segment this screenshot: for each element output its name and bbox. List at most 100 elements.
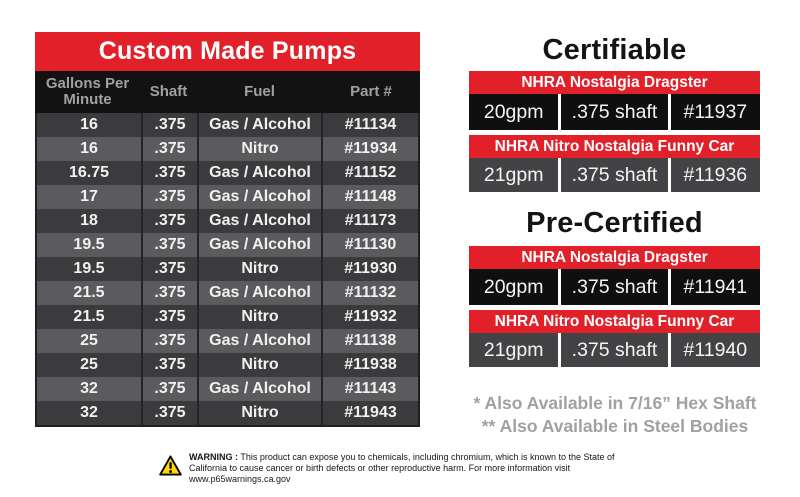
fuel-cell: Gas / Alcohol xyxy=(197,329,321,353)
card-spec-row: 21gpm .375 shaft #11940 xyxy=(469,333,760,367)
table-row: 19.5 .375 Gas / Alcohol #11130 xyxy=(37,233,418,257)
shaft-cell: .375 xyxy=(141,329,197,353)
fuel-cell: Nitro xyxy=(197,257,321,281)
fuel-cell: Nitro xyxy=(197,401,321,425)
pump-table-header-row: Gallons Per Minute Shaft Fuel Part # xyxy=(35,71,420,113)
column-header-shaft: Shaft xyxy=(149,82,188,100)
shaft-cell: .375 xyxy=(141,113,197,137)
shaft-cell: .375 xyxy=(141,161,197,185)
warning-text: WARNING : This product can expose you to… xyxy=(189,452,641,485)
part-cell: #11173 xyxy=(321,209,418,233)
shaft-cell: .375 xyxy=(141,281,197,305)
shaft-cell: .375 xyxy=(141,257,197,281)
gpm-cell: 19.5 xyxy=(73,236,105,253)
gpm-value: 20gpm xyxy=(469,269,559,305)
gpm-value: 21gpm xyxy=(469,333,559,367)
card-banner: NHRA Nitro Nostalgia Funny Car xyxy=(469,310,760,333)
part-cell: #11148 xyxy=(321,185,418,209)
gpm-cell: 18 xyxy=(80,212,98,229)
part-cell: #11134 xyxy=(321,113,418,137)
part-cell: #11132 xyxy=(321,281,418,305)
gpm-cell: 21.5 xyxy=(73,308,105,325)
gpm-cell: 21.5 xyxy=(73,284,105,301)
part-cell: #11152 xyxy=(321,161,418,185)
part-cell: #11934 xyxy=(321,137,418,161)
shaft-cell: .375 xyxy=(141,209,197,233)
warning-label: WARNING : xyxy=(189,452,238,462)
pre-certified-cards: NHRA Nostalgia Dragster 20gpm .375 shaft… xyxy=(469,246,760,367)
precert-card-nitro-funny-car: NHRA Nitro Nostalgia Funny Car 21gpm .37… xyxy=(469,310,760,367)
table-row: 16.75 .375 Gas / Alcohol #11152 xyxy=(37,161,418,185)
table-row: 17 .375 Gas / Alcohol #11148 xyxy=(37,185,418,209)
fuel-cell: Gas / Alcohol xyxy=(197,233,321,257)
availability-footnotes: * Also Available in 7/16” Hex Shaft ** A… xyxy=(440,392,790,438)
part-cell: #11143 xyxy=(321,377,418,401)
table-row: 21.5 .375 Nitro #11932 xyxy=(37,305,418,329)
card-banner: NHRA Nostalgia Dragster xyxy=(469,71,760,94)
shaft-cell: .375 xyxy=(141,137,197,161)
cert-card-nostalgia-dragster: NHRA Nostalgia Dragster 20gpm .375 shaft… xyxy=(469,71,760,130)
column-header-gallons-per-minute: Gallons Per Minute xyxy=(45,74,130,108)
gpm-cell: 16.75 xyxy=(68,164,110,181)
custom-made-pumps-table: Custom Made Pumps Gallons Per Minute Sha… xyxy=(35,32,420,427)
part-cell: #11930 xyxy=(321,257,418,281)
column-header-fuel: Fuel xyxy=(244,82,275,100)
card-spec-row: 20gpm .375 shaft #11937 xyxy=(469,94,760,130)
card-banner: NHRA Nitro Nostalgia Funny Car xyxy=(469,135,760,158)
part-number: #11940 xyxy=(670,333,760,367)
part-cell: #11943 xyxy=(321,401,418,425)
gpm-cell: 16 xyxy=(80,116,98,133)
certifiable-title: Certifiable xyxy=(542,34,687,66)
fuel-cell: Nitro xyxy=(197,137,321,161)
shaft-cell: .375 xyxy=(141,233,197,257)
gpm-cell: 16 xyxy=(80,140,98,157)
gpm-cell: 32 xyxy=(80,380,98,397)
gpm-cell: 32 xyxy=(80,404,98,421)
gpm-value: 21gpm xyxy=(469,158,559,192)
card-spec-row: 21gpm .375 shaft #11936 xyxy=(469,158,760,192)
column-header-part-number: Part # xyxy=(350,82,392,100)
prop65-warning: WARNING : This product can expose you to… xyxy=(0,452,800,485)
precert-card-nostalgia-dragster: NHRA Nostalgia Dragster 20gpm .375 shaft… xyxy=(469,246,760,305)
part-cell: #11130 xyxy=(321,233,418,257)
part-cell: #11138 xyxy=(321,329,418,353)
shaft-cell: .375 xyxy=(141,353,197,377)
gpm-cell: 25 xyxy=(80,332,98,349)
fuel-cell: Gas / Alcohol xyxy=(197,113,321,137)
footnote-hex-shaft: * Also Available in 7/16” Hex Shaft xyxy=(473,393,757,413)
shaft-value: .375 shaft xyxy=(561,94,668,130)
part-number: #11941 xyxy=(670,269,760,305)
fuel-cell: Nitro xyxy=(197,305,321,329)
gpm-cell: 17 xyxy=(80,188,98,205)
warning-body: This product can expose you to chemicals… xyxy=(189,452,615,484)
fuel-cell: Gas / Alcohol xyxy=(197,161,321,185)
part-number: #11936 xyxy=(670,158,760,192)
shaft-cell: .375 xyxy=(141,185,197,209)
table-row: 21.5 .375 Gas / Alcohol #11132 xyxy=(37,281,418,305)
shaft-value: .375 shaft xyxy=(561,269,668,305)
card-spec-row: 20gpm .375 shaft #11941 xyxy=(469,269,760,305)
card-banner: NHRA Nostalgia Dragster xyxy=(469,246,760,269)
shaft-value: .375 shaft xyxy=(561,158,668,192)
fuel-cell: Gas / Alcohol xyxy=(197,209,321,233)
part-cell: #11938 xyxy=(321,353,418,377)
table-row: 32 .375 Nitro #11943 xyxy=(37,401,418,425)
part-number: #11937 xyxy=(670,94,760,130)
fuel-cell: Gas / Alcohol xyxy=(197,281,321,305)
table-row: 16 .375 Nitro #11934 xyxy=(37,137,418,161)
part-cell: #11932 xyxy=(321,305,418,329)
shaft-value: .375 shaft xyxy=(561,333,668,367)
table-row: 16 .375 Gas / Alcohol #11134 xyxy=(37,113,418,137)
cert-card-nitro-funny-car: NHRA Nitro Nostalgia Funny Car 21gpm .37… xyxy=(469,135,760,192)
warning-triangle-icon xyxy=(159,455,182,481)
fuel-cell: Gas / Alcohol xyxy=(197,185,321,209)
fuel-cell: Gas / Alcohol xyxy=(197,377,321,401)
table-row: 32 .375 Gas / Alcohol #11143 xyxy=(37,377,418,401)
gpm-cell: 25 xyxy=(80,356,98,373)
shaft-cell: .375 xyxy=(141,401,197,425)
gpm-cell: 19.5 xyxy=(73,260,105,277)
shaft-cell: .375 xyxy=(141,377,197,401)
table-row: 25 .375 Nitro #11938 xyxy=(37,353,418,377)
pump-table-title: Custom Made Pumps xyxy=(35,32,420,71)
table-row: 18 .375 Gas / Alcohol #11173 xyxy=(37,209,418,233)
